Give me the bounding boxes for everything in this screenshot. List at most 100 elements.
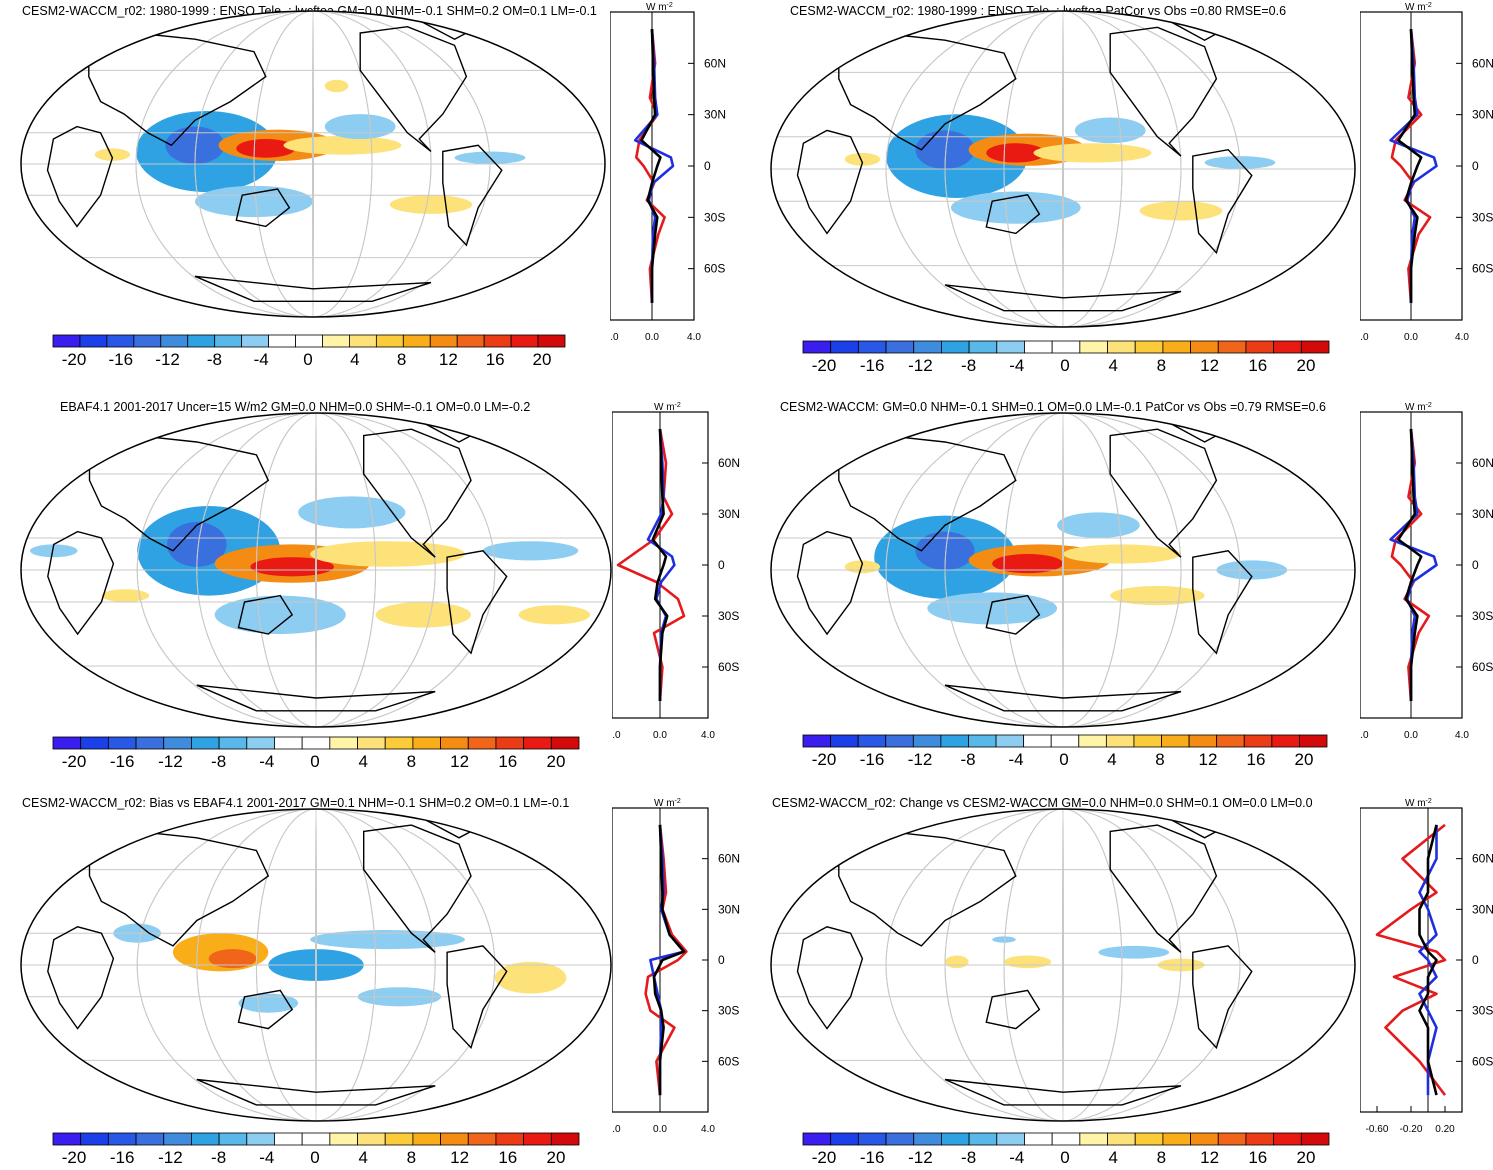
meridian-gridline bbox=[1003, 809, 1123, 1121]
colorbar-tick-label: -4 bbox=[1009, 1148, 1025, 1167]
profile-unit-label: W m-2 bbox=[654, 402, 681, 413]
contour-patch bbox=[324, 79, 349, 93]
colorbar-swatch bbox=[384, 736, 414, 750]
panel-title: CESM2-WACCM_r02: Bias vs EBAF4.1 2001-20… bbox=[22, 796, 570, 810]
colorbar-tick-label: 8 bbox=[1155, 750, 1165, 769]
colorbar-swatch bbox=[802, 340, 832, 354]
colorbar-swatch bbox=[830, 734, 859, 748]
zonal-mean-profile: W m-2 60N 30N 0 30S 60S -4.0 0.0 4.0 bbox=[1360, 2, 1493, 343]
meridian-gridline bbox=[194, 11, 432, 317]
colorbar-tick-label: 0 bbox=[303, 350, 313, 369]
colorbar-swatch bbox=[1271, 734, 1300, 748]
profile-line-black bbox=[1418, 824, 1438, 1096]
colorbar-tick-label: -16 bbox=[859, 1148, 885, 1167]
colorbar-tick-label: 4 bbox=[350, 350, 360, 369]
colorbar-tick-label: -4 bbox=[253, 350, 269, 369]
colorbar-swatch bbox=[295, 334, 323, 348]
colorbar-tick-label: 0 bbox=[1060, 1148, 1070, 1167]
profile-line-red bbox=[644, 824, 688, 1096]
colorbar-tick-label: 20 bbox=[1296, 1148, 1316, 1167]
colorbar-swatch bbox=[440, 1132, 469, 1146]
colorbar-swatch bbox=[357, 1132, 386, 1146]
colorbar-swatch bbox=[274, 736, 303, 750]
coastline bbox=[363, 824, 472, 953]
coastline bbox=[194, 275, 432, 302]
colorbar-swatch bbox=[968, 340, 998, 354]
contour-patch bbox=[94, 148, 131, 161]
robinson-map bbox=[20, 808, 612, 1122]
lat-tick-label: 30S bbox=[1472, 210, 1493, 224]
lat-tick-label: 0 bbox=[704, 159, 711, 173]
contour-patch bbox=[101, 589, 150, 602]
meridian-gridline bbox=[136, 809, 496, 1121]
coastline bbox=[838, 830, 1017, 947]
meridian-gridline bbox=[255, 413, 377, 727]
colorbar bbox=[802, 734, 1328, 748]
colorbar-tick-label: -4 bbox=[259, 1148, 275, 1167]
colorbar-swatch bbox=[802, 734, 831, 748]
colorbar-swatch bbox=[1245, 1132, 1275, 1146]
colorbar-tick-label: 0 bbox=[1060, 356, 1070, 375]
coastline bbox=[944, 284, 1182, 312]
colorbar-labels: -20 -16 -12 -8 -4 0 4 8 12 16 20 bbox=[52, 1148, 578, 1170]
colorbar-swatch bbox=[79, 334, 108, 348]
colorbar-tick-label: 12 bbox=[450, 1148, 470, 1167]
colorbar-tick-label: -16 bbox=[109, 1148, 135, 1167]
colorbar-tick-label: -16 bbox=[859, 356, 885, 375]
meridian-gridline bbox=[196, 413, 436, 727]
meridian-gridline bbox=[253, 11, 373, 317]
contour-patch bbox=[324, 114, 396, 140]
coastline bbox=[985, 194, 1041, 235]
profile-line-blue bbox=[1418, 824, 1438, 1096]
colorbar-swatch bbox=[467, 736, 497, 750]
colorbar-tick-label: 12 bbox=[1198, 750, 1218, 769]
colorbar-swatch bbox=[913, 1132, 942, 1146]
colorbar-swatch bbox=[241, 334, 269, 348]
colorbar-swatch bbox=[885, 1132, 915, 1146]
colorbar-tick-label: 8 bbox=[406, 1148, 417, 1167]
colorbar-tick-label: -12 bbox=[155, 350, 180, 369]
colorbar-tick-label: -4 bbox=[259, 752, 275, 771]
profile-unit-label: W m-2 bbox=[1405, 402, 1432, 413]
colorbar bbox=[802, 1132, 1330, 1146]
meridian-gridline bbox=[944, 11, 1182, 327]
colorbar-swatch bbox=[1023, 734, 1052, 748]
colorbar-tick-label: 4 bbox=[358, 752, 368, 771]
colorbar-tick-label: 16 bbox=[498, 752, 518, 771]
colorbar-swatch bbox=[467, 1132, 497, 1146]
x-tick-label: -0.60 bbox=[1366, 1124, 1389, 1135]
x-tick-label: 0.0 bbox=[1404, 332, 1418, 343]
coastline bbox=[237, 594, 294, 635]
coastline bbox=[1192, 148, 1253, 255]
colorbar-swatch bbox=[268, 334, 296, 348]
coastline bbox=[944, 1078, 1182, 1106]
profile-line-black bbox=[652, 824, 686, 1096]
colorbar-tick-label: 8 bbox=[396, 350, 407, 369]
contour-patch bbox=[518, 605, 591, 625]
lat-tick-label: 60N bbox=[718, 852, 740, 866]
meridian-gridline bbox=[1062, 11, 1064, 327]
colorbar-swatch bbox=[550, 1132, 580, 1146]
meridian-gridline bbox=[885, 413, 1241, 727]
lat-tick-label: 60N bbox=[704, 56, 726, 70]
colorbar-tick-label: -12 bbox=[908, 1148, 933, 1167]
contour-patch bbox=[310, 541, 465, 567]
map-border bbox=[20, 412, 612, 728]
colorbar-swatch bbox=[1190, 1132, 1219, 1146]
colorbar-swatch bbox=[1273, 1132, 1302, 1146]
colorbar-swatch bbox=[550, 736, 580, 750]
colorbar-swatch bbox=[940, 734, 969, 748]
colorbar-swatch bbox=[80, 1132, 109, 1146]
coastline bbox=[796, 530, 864, 636]
contour-patch bbox=[238, 993, 299, 1013]
colorbar-swatch bbox=[941, 1132, 970, 1146]
colorbar-swatch bbox=[106, 334, 135, 348]
profile-line-red bbox=[1390, 428, 1431, 702]
colorbar-swatch bbox=[1107, 1132, 1136, 1146]
colorbar-swatch bbox=[1134, 1132, 1164, 1146]
meridian-gridline bbox=[1062, 809, 1064, 1121]
colorbar-swatch bbox=[107, 1132, 137, 1146]
colorbar-swatch bbox=[996, 340, 1025, 354]
colorbar-swatch bbox=[357, 736, 386, 750]
colorbar-tick-label: 4 bbox=[1108, 356, 1118, 375]
